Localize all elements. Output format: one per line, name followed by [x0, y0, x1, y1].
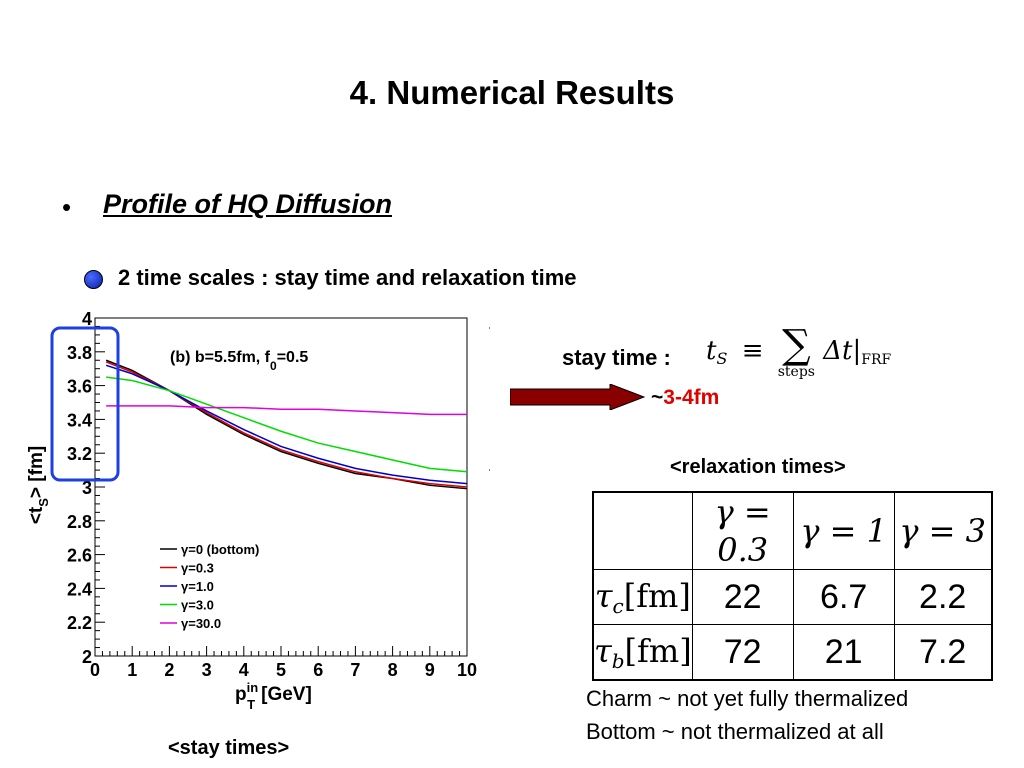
x-tick-label: 0 — [90, 660, 100, 680]
approx-value: 3-4fm — [663, 386, 720, 409]
table-row: τb[fm] 72 21 7.2 — [592, 624, 993, 681]
x-tick-label: 1 — [127, 660, 137, 680]
column-header: γ = 1 — [792, 491, 895, 570]
series-line — [105, 364, 468, 485]
stay-time-estimate: ~3-4fm — [651, 386, 719, 410]
y-tick-label: 2.4 — [67, 579, 92, 599]
stay-time-formula: tS ≡ ∑ steps Δt|FRF — [706, 325, 891, 379]
slide-title: 4. Numerical Results — [349, 74, 675, 111]
formula-bar: | — [852, 336, 862, 366]
row-unit: [fm] — [623, 576, 691, 615]
y-tick-label: 3 — [82, 478, 92, 498]
chart-annotation: (b) b=5.5fm, f0=0.5 — [170, 349, 308, 373]
table-header-row: γ = 0.3 γ = 1 γ = 3 — [592, 491, 993, 570]
x-tick-label: 9 — [425, 660, 435, 680]
series-line — [105, 361, 468, 488]
approx-prefix: ~ — [651, 386, 664, 409]
column-header: γ = 3 — [893, 491, 993, 570]
formula-frame: FRF — [861, 352, 892, 368]
bottom-note: Bottom ~ not thermalized at all — [586, 719, 884, 744]
series-line — [106, 405, 467, 416]
row-symbol: τ — [594, 631, 612, 670]
stay-time-label: stay time : — [562, 345, 671, 370]
legend-label: γ=3.0 — [181, 598, 214, 613]
arrow-icon — [510, 384, 645, 410]
table-cell: 6.7 — [792, 569, 895, 625]
series-line — [105, 359, 468, 490]
y-tick-label: 2.8 — [67, 512, 92, 532]
table-cell: 21 — [792, 624, 895, 681]
row-symbol-sub: b — [611, 648, 625, 673]
row-symbol: τ — [594, 576, 613, 615]
y-tick-label: 3.6 — [67, 377, 92, 397]
x-tick-label: 2 — [164, 660, 174, 680]
x-tick-label: 6 — [313, 660, 323, 680]
y-tick-label: 4 — [82, 309, 92, 329]
legend-label: γ=30.0 — [181, 616, 221, 631]
legend-label: γ=0.3 — [181, 561, 214, 576]
plot-frame — [94, 317, 468, 657]
table-corner-cell — [592, 491, 693, 570]
formula-lhs: t — [706, 336, 717, 366]
row-unit: [fm] — [624, 631, 692, 670]
relaxation-table: γ = 0.3 γ = 1 γ = 3 τc[fm] 22 6.7 2.2 τb… — [592, 491, 993, 681]
plot-area: 0 1 2 3 4 5 6 7 8 9 10 2 2.2 2.4 2.6 2.8 3 3.2 3.4 3.6 3.8 4 (… — [26, 309, 477, 712]
row-symbol-sub: c — [612, 593, 624, 618]
stay-time-chart: 0 1 2 3 4 5 6 7 8 9 10 2 2.2 2.4 2.6 2.8 3 3.2 3.4 3.6 3.8 4 (… — [26, 309, 490, 712]
formula-op: ≡ — [741, 336, 764, 366]
legend-label: γ=1.0 — [181, 579, 214, 594]
y-tick-label: 3.4 — [67, 410, 92, 430]
table-cell: 2.2 — [893, 569, 993, 625]
highlight-box — [50, 326, 120, 482]
y-tick-label: 3.8 — [67, 343, 92, 363]
row-header: τb[fm] — [592, 624, 693, 681]
column-header: γ = 0.3 — [691, 491, 794, 570]
row-header: τc[fm] — [592, 569, 693, 625]
section-heading: Profile of HQ Diffusion — [103, 189, 392, 219]
x-tick-label: 10 — [457, 660, 477, 680]
y-tick-label: 2.6 — [67, 546, 92, 566]
x-tick-label: 3 — [202, 660, 212, 680]
bullet-icon: • — [62, 192, 72, 222]
table-row: τc[fm] 22 6.7 2.2 — [592, 569, 993, 625]
subtitle: 2 time scales : stay time and relaxation… — [118, 265, 577, 290]
x-axis-label: pin T [GeV] — [235, 680, 312, 712]
legend-label: γ=0 (bottom) — [181, 542, 259, 557]
round-bullet-icon — [84, 270, 103, 289]
formula-sum: ∑ — [782, 322, 811, 368]
y-tick-label: 2 — [82, 647, 92, 667]
stay-times-caption: <stay times> — [168, 737, 290, 759]
y-axis-label: <tS> [fm] — [26, 446, 51, 524]
table-cell: 72 — [691, 624, 794, 681]
series-line — [106, 376, 468, 473]
x-tick-label: 5 — [276, 660, 286, 680]
y-tick-label: 2.2 — [67, 613, 92, 633]
y-tick-label: 3.2 — [67, 444, 92, 464]
charm-note: Charm ~ not yet fully thermalized — [586, 686, 909, 711]
x-tick-label: 4 — [239, 660, 249, 680]
x-tick-label: 8 — [388, 660, 398, 680]
formula-lhs-sub: S — [716, 349, 728, 368]
formula-sum-sub: steps — [777, 364, 815, 380]
x-tick-label: 7 — [350, 660, 360, 680]
table-cell: 7.2 — [893, 624, 993, 681]
relaxation-title: <relaxation times> — [670, 456, 846, 478]
formula-delta: Δt — [823, 336, 853, 366]
table-cell: 22 — [691, 569, 794, 625]
